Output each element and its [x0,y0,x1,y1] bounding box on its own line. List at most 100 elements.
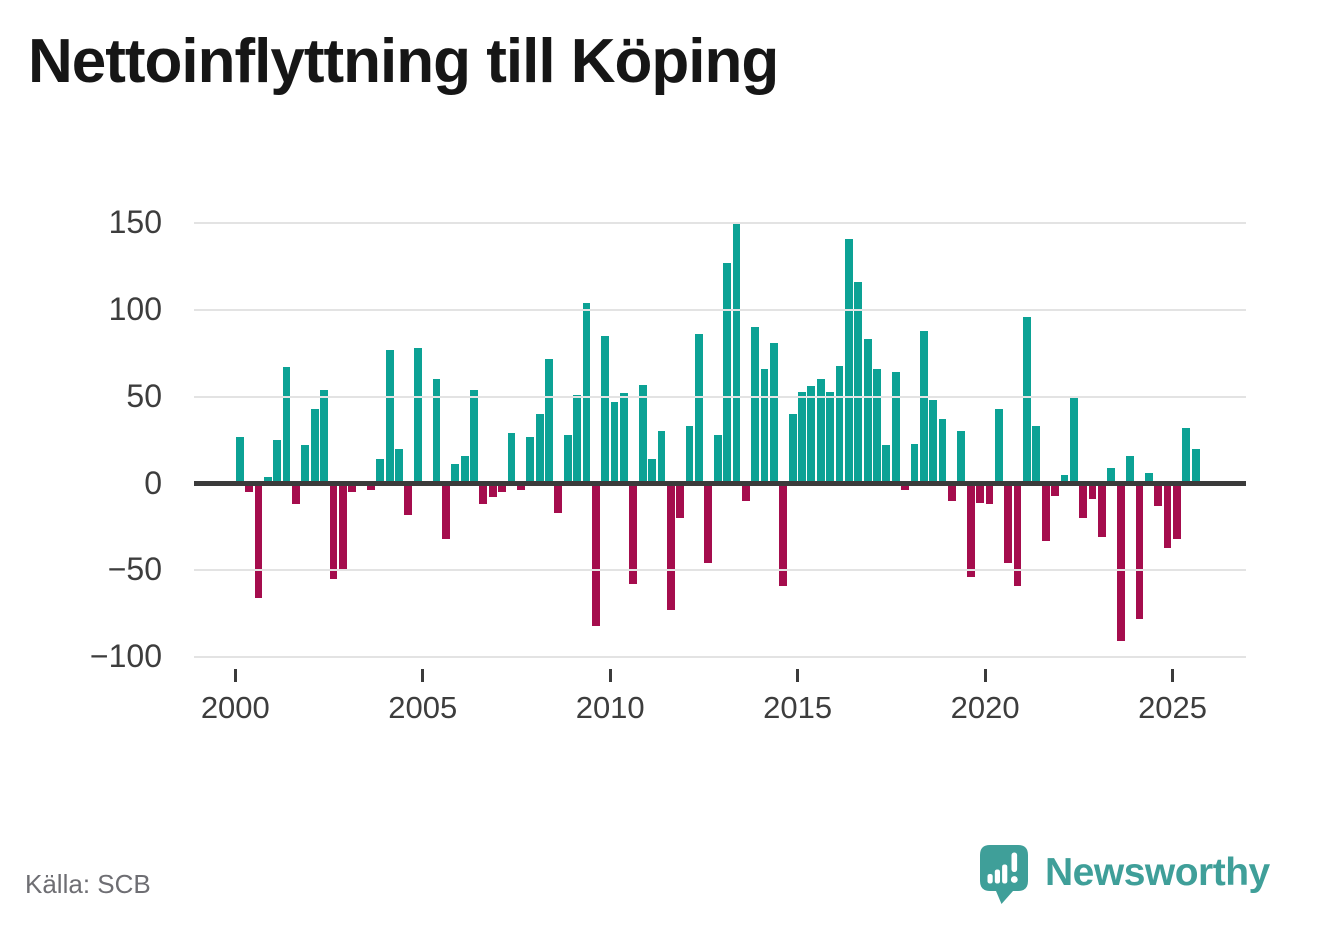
x-axis-tick-2020 [983,669,987,682]
bar-2015Q4 [826,391,835,484]
bar-2004Q1 [385,349,394,484]
bar-2016Q2 [844,238,853,484]
bar-2004Q3 [404,483,413,515]
bar-2001Q2 [282,367,291,484]
bar-2017Q4 [901,483,909,491]
bar-2020Q2 [994,408,1003,484]
bar-2000Q2 [245,483,253,493]
bar-2023Q2 [1107,467,1116,484]
bar-2011Q1 [648,459,656,484]
bar-2004Q4 [413,348,422,484]
x-axis-label-2015: 2015 [763,690,833,725]
bar-2006Q3 [479,483,488,505]
bar-2010Q4 [638,384,647,484]
bar-2010Q2 [620,393,628,484]
bar-2001Q3 [292,483,300,505]
x-axis-tick-2000 [233,669,237,682]
bar-2003Q4 [376,459,385,484]
bar-2013Q2 [732,221,741,484]
bar-2003Q3 [367,483,375,491]
bar-2013Q3 [741,483,750,501]
bar-2001Q1 [273,440,282,484]
gridline-y-50 [194,395,1246,398]
bar-2022Q1 [1060,474,1069,484]
gridline-y-100 [194,309,1246,311]
x-axis-label-2010: 2010 [575,690,645,725]
bar-2016Q3 [854,282,863,484]
bar-2020Q4 [1013,483,1022,586]
bar-2024Q2 [1144,473,1153,484]
bar-2002Q2 [320,389,328,484]
y-axis-label-50: 50 [126,377,162,414]
bar-2007Q2 [507,433,516,484]
newsworthy-logo-icon [980,845,1030,912]
bar-2002Q1 [310,408,319,484]
bar-2009Q3 [591,483,600,626]
bar-2006Q4 [488,483,497,498]
y-axis-label-0: 0 [144,464,162,501]
gridline-y--50 [194,569,1246,572]
gridline-y-150 [194,222,1246,225]
bar-2006Q2 [470,389,478,484]
bar-2010Q1 [610,401,619,484]
bar-2024Q4 [1163,483,1172,548]
bar-2014Q1 [760,368,769,484]
bar-2007Q3 [516,483,525,491]
bar-2012Q3 [704,483,713,564]
bar-2011Q2 [657,431,666,484]
y-axis-label--100: −100 [89,637,162,674]
bar-2018Q1 [910,443,919,484]
bar-2012Q1 [685,426,694,484]
bar-2009Q4 [601,336,610,484]
x-axis-tick-2015 [796,669,800,682]
x-axis-tick-2025 [1171,669,1175,682]
bar-2023Q4 [1126,455,1134,484]
bar-2014Q4 [788,414,797,484]
bar-2018Q4 [938,419,947,484]
bar-2020Q3 [1004,483,1013,564]
bar-2019Q2 [957,431,966,484]
bar-2019Q1 [948,483,956,501]
bar-2024Q1 [1135,483,1144,619]
bar-2022Q3 [1079,483,1088,519]
source-attribution: Källa: SCB [25,869,151,899]
bar-2015Q2 [807,386,816,484]
bar-2021Q4 [1051,483,1059,496]
bar-2021Q1 [1023,316,1031,484]
bar-2008Q3 [554,483,563,513]
bar-2024Q3 [1154,483,1163,507]
bar-2018Q3 [929,400,938,484]
y-axis-label--50: −50 [107,551,162,588]
bar-2021Q2 [1032,426,1041,484]
bar-2025Q3 [1191,448,1200,484]
bar-2016Q1 [835,365,844,484]
bar-2007Q1 [498,483,506,493]
bar-2019Q3 [966,483,975,578]
y-axis-label-100: 100 [108,290,162,327]
bar-2022Q2 [1069,396,1078,484]
bar-2012Q4 [713,434,722,484]
bar-2000Q4 [263,476,272,484]
bar-2018Q2 [919,330,928,484]
bar-2005Q3 [441,483,450,540]
bar-2002Q3 [329,483,338,579]
bar-2014Q3 [779,483,788,586]
bar-2017Q3 [891,372,900,484]
bar-2010Q3 [629,483,638,585]
bar-2001Q4 [301,445,310,484]
bar-2008Q2 [545,358,553,484]
bar-2011Q3 [666,483,675,611]
bar-2006Q1 [460,455,469,484]
bar-2014Q2 [770,342,778,484]
bar-2009Q1 [573,395,581,484]
x-axis-label-2025: 2025 [1138,690,1208,725]
bar-2020Q1 [985,483,994,505]
x-axis-tick-2005 [421,669,425,682]
newsworthy-branding: Newsworthy [980,845,1270,912]
x-axis-label-2020: 2020 [950,690,1020,725]
bar-2011Q4 [676,483,685,519]
bar-2000Q1 [235,436,244,484]
bar-2015Q3 [816,379,825,484]
bar-2025Q1 [1173,483,1181,540]
